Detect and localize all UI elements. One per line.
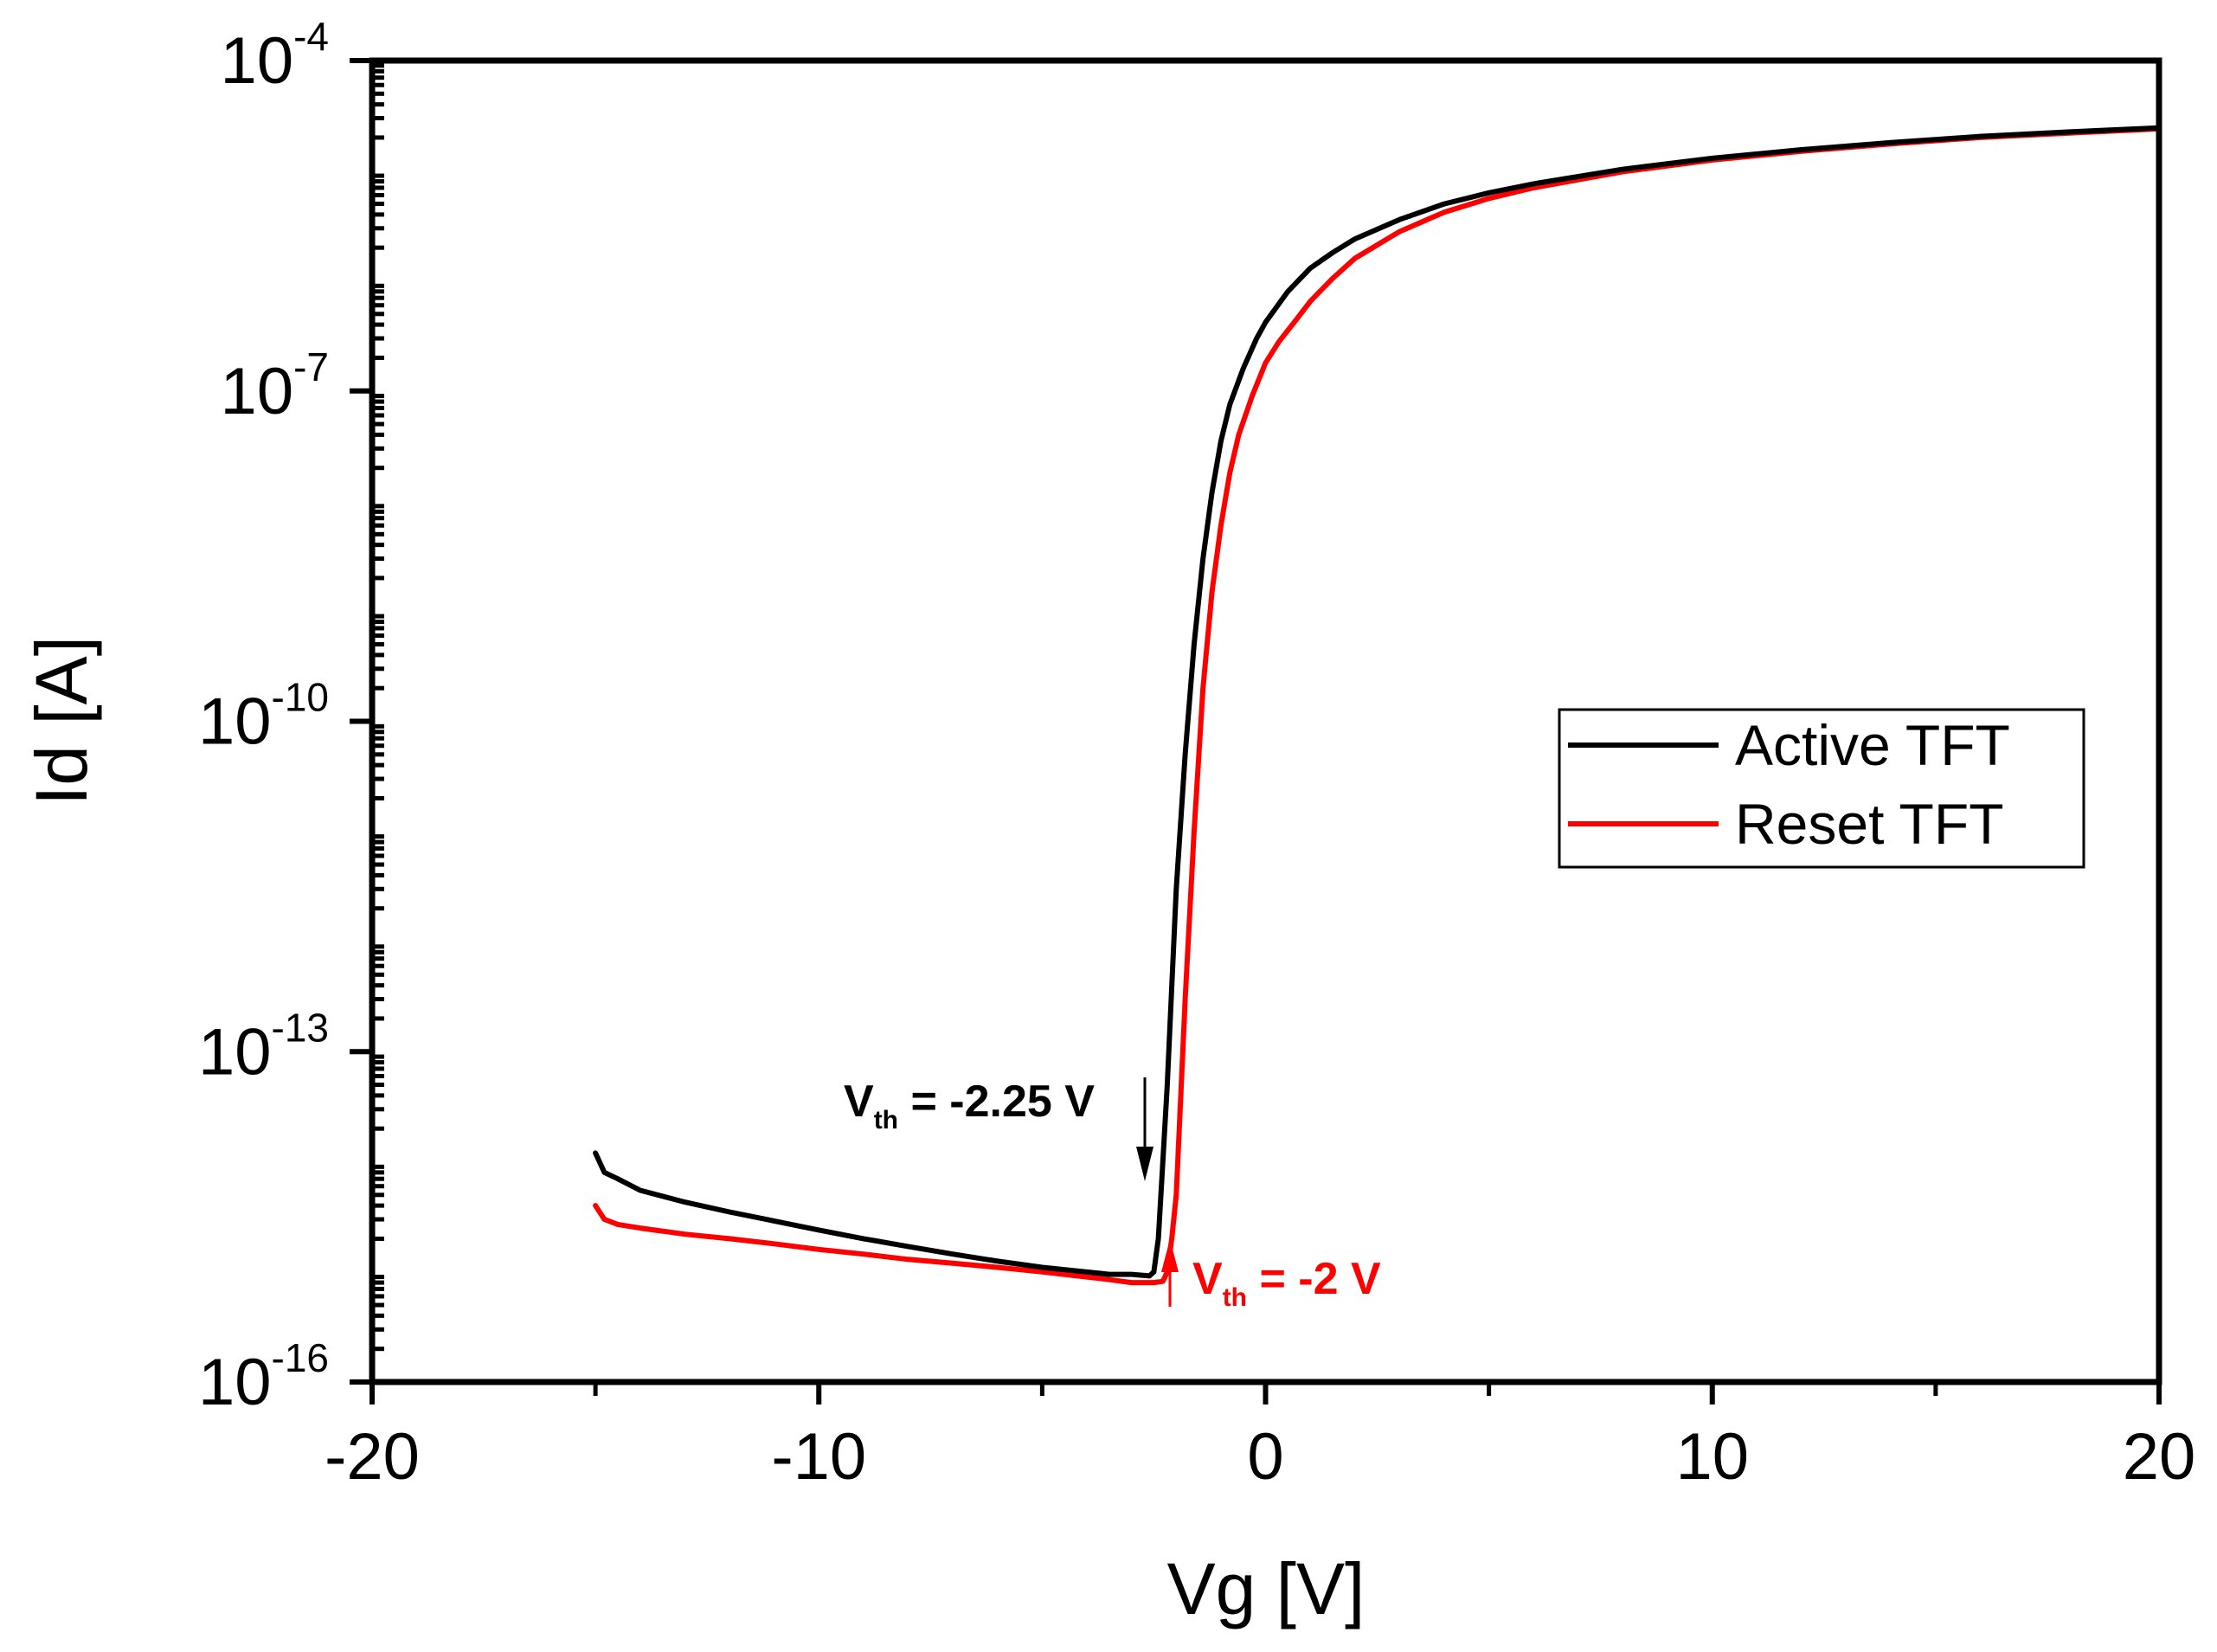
vth-active-arrow-head <box>1136 1147 1153 1181</box>
legend-label-reset-tft: Reset TFT <box>1735 792 2004 856</box>
y-tick-label: 10-13 <box>198 1005 329 1089</box>
y-tick-label: 10-16 <box>198 1335 329 1419</box>
plot-frame <box>369 57 2162 1385</box>
x-tick-label: 0 <box>1247 1420 1283 1494</box>
y-tick-label: 10-4 <box>221 14 329 98</box>
y-axis-title: Id [A] <box>21 636 102 806</box>
series-line-reset-tft <box>593 125 2162 1286</box>
x-tick-label: -20 <box>325 1420 420 1494</box>
vth-reset-arrow-head <box>1161 1239 1179 1272</box>
vth-reset-annotation: Vth = -2 V <box>1161 1239 1381 1312</box>
x-tick-label: 20 <box>2123 1420 2196 1494</box>
x-axis-title: Vg [V] <box>1167 1548 1366 1630</box>
vth-active-label: Vth = -2.25 V <box>844 1077 1095 1135</box>
y-tick-label: 10-7 <box>221 344 329 428</box>
series-line-active-tft <box>593 125 2162 1279</box>
legend-label-active-tft: Active TFT <box>1735 713 2010 777</box>
x-axis-ticks: -20 -10 0 10 20 <box>325 1382 2195 1494</box>
vth-reset-label: Vth = -2 V <box>1192 1254 1381 1312</box>
x-tick-label: -10 <box>771 1420 866 1494</box>
y-tick-label: 10-10 <box>198 675 329 759</box>
legend-box <box>1558 708 2085 869</box>
y-axis-ticks: 10-4 10-7 10-10 10-13 10-16 <box>198 14 372 1419</box>
x-tick-label: 10 <box>1675 1420 1749 1494</box>
vth-active-annotation: Vth = -2.25 V <box>844 1077 1153 1181</box>
series-layer <box>593 125 2162 1286</box>
legend: Active TFT Reset TFT <box>1558 708 2085 869</box>
